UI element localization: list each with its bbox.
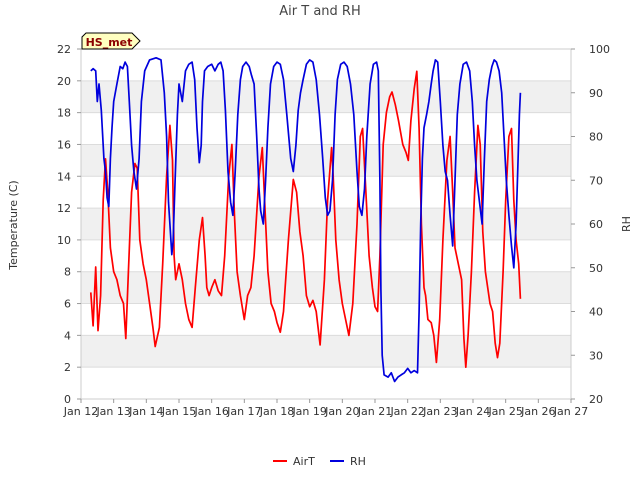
y2-tick-label: 70 [589, 174, 603, 187]
y-tick-label: 10 [57, 234, 71, 247]
x-tick-label: Jan 23 [422, 405, 457, 418]
y2-tick-label: 50 [589, 262, 603, 275]
station-badge: HS_met [81, 32, 141, 50]
grid-band [81, 144, 571, 177]
x-tick-label: Jan 15 [161, 405, 196, 418]
x-tick-label: Jan 18 [259, 405, 294, 418]
y-tick-label: 14 [57, 170, 71, 183]
y-tick-label: 22 [57, 43, 71, 56]
y2-tick-label: 80 [589, 131, 603, 144]
y2-tick-label: 30 [589, 349, 603, 362]
grid-band [81, 271, 571, 304]
y-tick-label: 4 [64, 329, 71, 342]
grid-band [81, 80, 571, 113]
x-tick-label: Jan 14 [128, 405, 163, 418]
y-axis-label: Temperature (C) [7, 180, 20, 270]
chart-title: Air T and RH [279, 4, 360, 19]
y2-tick-label: 20 [589, 393, 603, 406]
x-tick-label: Jan 25 [487, 405, 522, 418]
station-badge-label: HS_met [86, 36, 133, 49]
x-tick-label: Jan 20 [324, 405, 359, 418]
x-tick-label: Jan 19 [291, 405, 326, 418]
y-tick-label: 2 [64, 361, 71, 374]
x-tick-label: Jan 22 [389, 405, 424, 418]
x-tick-label: Jan 16 [193, 405, 228, 418]
x-tick-label: Jan 13 [95, 405, 130, 418]
y2-tick-label: 100 [589, 43, 610, 56]
legend-label-rh: RH [350, 455, 366, 468]
x-tick-label: Jan 21 [357, 405, 392, 418]
x-tick-label: Jan 27 [553, 405, 588, 418]
x-tick-label: Jan 26 [520, 405, 555, 418]
series-line-rh [90, 56, 522, 383]
y-tick-label: 6 [64, 298, 71, 311]
x-tick-label: Jan 24 [455, 405, 490, 418]
y2-axis-label: RH [620, 216, 633, 232]
y-tick-label: 0 [64, 393, 71, 406]
y-tick-label: 12 [57, 202, 71, 215]
y2-tick-label: 60 [589, 218, 603, 231]
y-tick-label: 20 [57, 75, 71, 88]
y2-tick-label: 40 [589, 306, 603, 319]
y-tick-label: 18 [57, 107, 71, 120]
legend-label-airt: AirT [293, 455, 315, 468]
series-line-airt [89, 70, 522, 369]
legend: AirT RH [273, 455, 366, 468]
y-tick-label: 16 [57, 138, 71, 151]
x-tick-label: Jan 12 [63, 405, 98, 418]
y-tick-label: 8 [64, 266, 71, 279]
x-tick-label: Jan 17 [226, 405, 261, 418]
y2-tick-label: 90 [589, 87, 603, 100]
grid-band [81, 335, 571, 368]
